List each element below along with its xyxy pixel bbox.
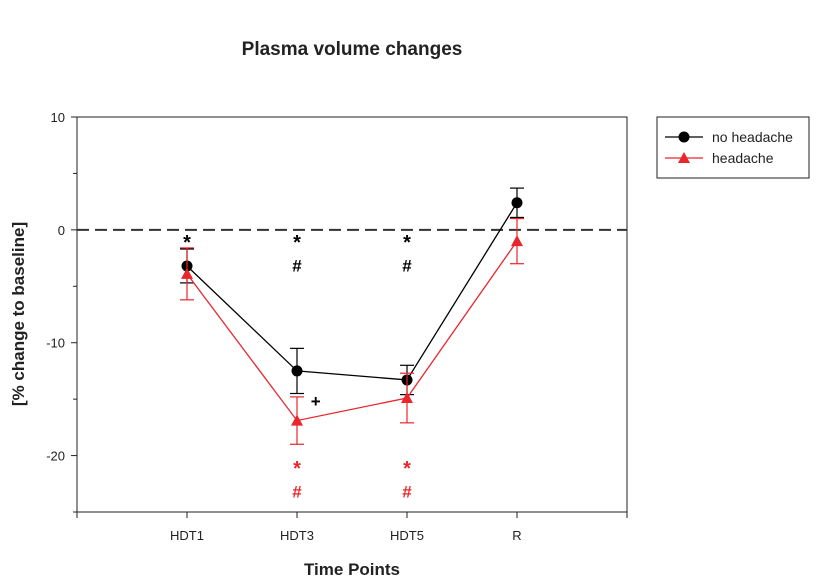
significance-marker: # [402, 257, 412, 276]
x-tick-label: R [512, 528, 521, 543]
legend: no headache headache [656, 116, 810, 179]
data-point [291, 414, 303, 426]
significance-marker: * [183, 232, 191, 254]
data-point [511, 197, 523, 209]
x-tick-label: HDT3 [280, 528, 314, 543]
significance-marker: * [403, 232, 411, 254]
significance-marker: + [311, 392, 321, 411]
significance-marker: # [292, 257, 302, 276]
data-point [401, 392, 413, 404]
chart-title: Plasma volume changes [242, 39, 463, 60]
data-point [291, 365, 303, 377]
significance-marker: * [293, 232, 301, 254]
series-line [186, 240, 518, 422]
legend-marker [678, 152, 690, 163]
significance-marker: # [292, 482, 302, 501]
series-line [186, 202, 518, 381]
x-tick-label: HDT5 [390, 528, 424, 543]
data-point [181, 267, 193, 279]
significance-marker: * [293, 458, 301, 480]
y-tick-label: 0 [58, 223, 65, 238]
y-tick-label: -10 [46, 336, 65, 351]
x-axis-label: Time Points [304, 560, 400, 579]
legend-label: no headache [712, 129, 793, 145]
series-no-headache [180, 187, 524, 396]
y-tick-label: -20 [46, 449, 65, 464]
plot-area [76, 116, 628, 513]
y-axis-label: [% change to baseline] [9, 222, 28, 406]
significance-marker: # [402, 482, 412, 501]
data-point [511, 235, 523, 247]
series-headache [180, 217, 524, 445]
x-tick-label: HDT1 [170, 528, 204, 543]
significance-marker: * [403, 458, 411, 480]
legend-label: headache [712, 150, 774, 166]
legend-marker [678, 131, 690, 143]
y-tick-label: 10 [51, 110, 65, 125]
